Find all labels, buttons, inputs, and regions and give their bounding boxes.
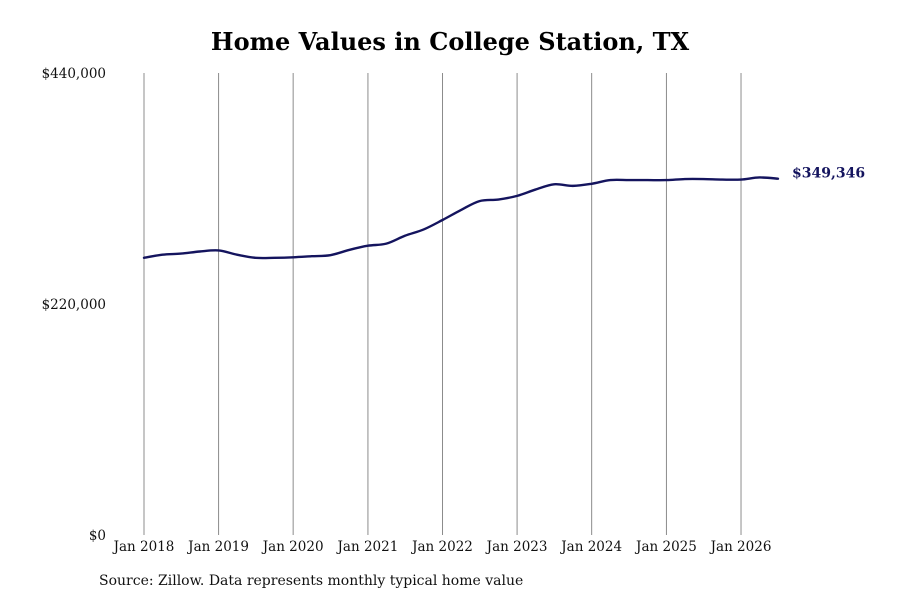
series: [142, 176, 780, 260]
x-tick-label: Jan 2019: [186, 539, 249, 555]
y-tick-label: $220,000: [42, 297, 106, 313]
x-tick-label: Jan 2025: [634, 539, 697, 555]
series-line: [142, 176, 780, 260]
y-axis: $0 $220,000 $440,000: [42, 66, 106, 544]
end-labels: $349,346: [792, 166, 865, 182]
x-tick-label: Jan 2023: [485, 539, 548, 555]
x-tick-label: Jan 2018: [112, 539, 175, 555]
x-tick-label: Jan 2020: [261, 539, 324, 555]
source-note: Source: Zillow. Data represents monthly …: [99, 573, 524, 589]
x-axis: Jan 2018 Jan 2019 Jan 2020 Jan 2021 Jan 2022…: [112, 539, 772, 555]
x-tick-label: Jan 2026: [709, 539, 772, 555]
x-tick-label: Jan 2024: [559, 539, 622, 555]
end-value-label: $349,346: [792, 166, 865, 182]
y-tick-label: $0: [89, 528, 106, 544]
y-tick-label: $440,000: [42, 66, 106, 82]
x-tick-label: Jan 2022: [410, 539, 473, 555]
x-tick-label: Jan 2021: [336, 539, 399, 555]
chart-title: Home Values in College Station, TX: [210, 27, 690, 56]
gridlines: [143, 73, 742, 535]
